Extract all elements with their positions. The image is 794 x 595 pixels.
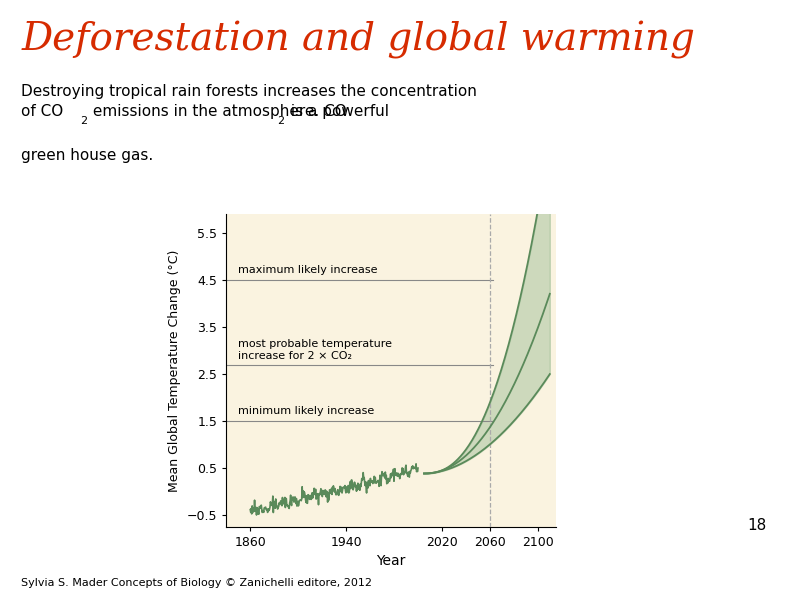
Text: 18: 18 — [747, 518, 766, 533]
Text: 2: 2 — [79, 116, 87, 126]
Y-axis label: Mean Global Temperature Change (°C): Mean Global Temperature Change (°C) — [168, 249, 181, 491]
Text: Sylvia S. Mader Concepts of Biology © Zanichelli editore, 2012: Sylvia S. Mader Concepts of Biology © Za… — [21, 578, 372, 588]
Text: is a powerful: is a powerful — [286, 104, 389, 119]
Text: 2: 2 — [277, 116, 284, 126]
Text: Deforestation and global warming: Deforestation and global warming — [21, 21, 696, 59]
Text: most probable temperature
increase for 2 × CO₂: most probable temperature increase for 2… — [238, 339, 392, 361]
Text: ZANICHELLI: ZANICHELLI — [622, 474, 732, 493]
Text: Destroying tropical rain forests increases the concentration: Destroying tropical rain forests increas… — [21, 84, 477, 99]
Text: maximum likely increase: maximum likely increase — [238, 265, 378, 275]
Text: of CO: of CO — [21, 104, 64, 119]
Text: green house gas.: green house gas. — [21, 148, 154, 162]
Text: emissions in the atmosphere. CO: emissions in the atmosphere. CO — [87, 104, 346, 119]
Text: minimum likely increase: minimum likely increase — [238, 406, 375, 416]
X-axis label: Year: Year — [376, 554, 406, 568]
